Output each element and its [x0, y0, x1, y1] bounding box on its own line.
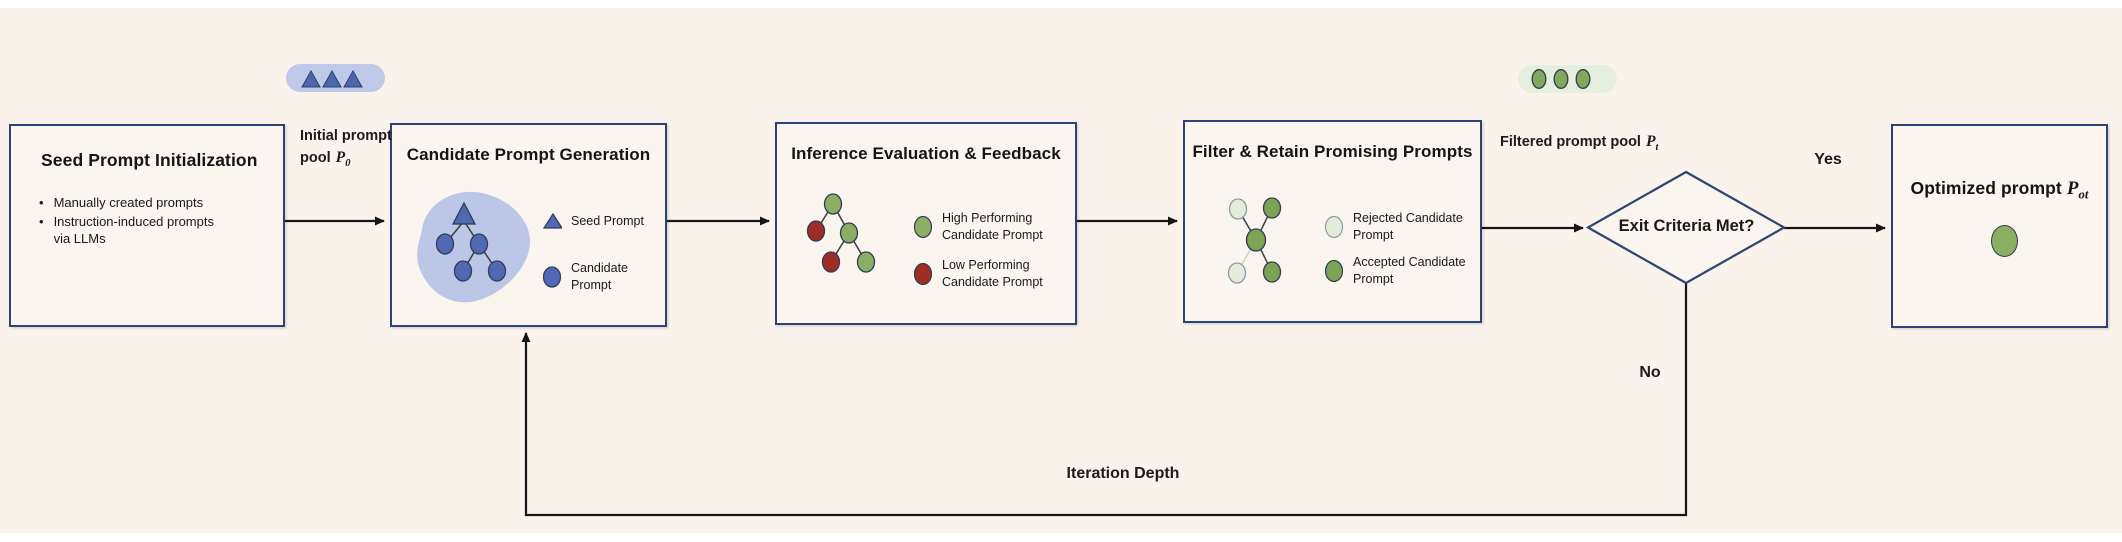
bullet-glyph: •	[39, 195, 44, 210]
legend-label: Seed Prompt	[571, 213, 644, 228]
legend-accepted-candidate: Accepted Candidate Prompt	[1324, 254, 1466, 287]
accepted-node	[1262, 261, 1282, 283]
low-performing-node	[806, 220, 826, 242]
box-title: Candidate Prompt Generation	[406, 145, 651, 164]
filter-retain-promising-prompts-box: Filter & Retain Promising Prompts Reject…	[1183, 120, 1482, 323]
iteration-depth-label: Iteration Depth	[1066, 465, 1180, 482]
bullet-text: Instruction-induced prompts via LLMs	[53, 213, 214, 247]
box-title: Optimized prompt Pot	[1910, 178, 2089, 202]
bullet-glyph: •	[39, 213, 44, 229]
seed-triangle-icon	[542, 212, 562, 229]
seed-prompt-node	[451, 201, 477, 225]
candidate-prompt-generation-box: Candidate Prompt Generation Seed Prompt …	[390, 123, 667, 327]
filtered-prompt-pool-label: Filtered prompt pool Pt	[1500, 133, 1659, 153]
bullet-item: • Manually created prompts	[39, 194, 239, 212]
candidate-node	[453, 260, 473, 282]
legend-label: Candidate Prompt	[571, 261, 628, 292]
exit-criteria-label: Exit Criteria Met?	[1618, 217, 1755, 235]
candidate-circle-icon	[542, 265, 562, 288]
high-performing-node	[856, 251, 876, 273]
accepted-node	[1245, 228, 1267, 252]
candidate-node	[435, 233, 455, 255]
rejected-node	[1228, 198, 1248, 220]
seed-init-bullet-list: • Manually created prompts • Instruction…	[39, 194, 239, 249]
low-performing-node	[821, 251, 841, 273]
rejected-circle-icon	[1324, 215, 1344, 238]
candidate-node	[487, 260, 507, 282]
seed-prompt-initialization-box: Seed Prompt Initialization • Manually cr…	[9, 124, 285, 327]
box-title: Filter & Retain Promising Prompts	[1192, 142, 1473, 161]
bullet-text: Manually created prompts	[53, 195, 204, 210]
exit-criteria-diamond	[1585, 170, 1787, 285]
optimized-prompt-node	[1991, 225, 2018, 257]
script-p-symbol: P	[1645, 133, 1656, 150]
script-p-symbol: P	[2066, 178, 2079, 199]
script-p-symbol: P	[335, 149, 346, 166]
legend-high-performing: High Performing Candidate Prompt	[913, 210, 1043, 243]
bullet-item: • Instruction-induced prompts via LLMs	[39, 213, 239, 248]
filtered-pool-pill	[1518, 65, 1617, 93]
candidate-node	[469, 233, 489, 255]
inference-evaluation-feedback-box: Inference Evaluation & Feedback High Per…	[775, 122, 1077, 325]
evaluation-tree-graphic	[806, 193, 876, 273]
high-performing-circle-icon	[913, 215, 933, 238]
filter-network-graphic	[1227, 197, 1282, 284]
accepted-circle-icon	[1324, 259, 1344, 282]
box-title: Inference Evaluation & Feedback	[791, 144, 1061, 163]
three-triangles-icon	[301, 69, 363, 88]
legend-candidate-prompt: Candidate Prompt	[542, 260, 665, 293]
no-branch-label: No	[1639, 364, 1661, 381]
rejected-node	[1227, 262, 1247, 284]
initial-prompt-pool-label: Initial prompt pool P0	[300, 128, 392, 169]
three-ellipses-icon	[1531, 69, 1591, 89]
legend-label: Low Performing Candidate Prompt	[942, 258, 1043, 289]
high-performing-node	[823, 193, 843, 215]
loop-no-path	[521, 283, 1688, 517]
legend-label: High Performing Candidate Prompt	[942, 211, 1043, 242]
optimized-prompt-box: Optimized prompt Pot	[1891, 124, 2108, 328]
legend-low-performing: Low Performing Candidate Prompt	[913, 257, 1043, 290]
seed-pool-pill	[286, 64, 385, 92]
low-performing-circle-icon	[913, 262, 933, 285]
legend-rejected-candidate: Rejected Candidate Prompt	[1324, 210, 1463, 243]
box-title: Seed Prompt Initialization	[41, 150, 258, 170]
yes-branch-label: Yes	[1814, 151, 1842, 168]
candidate-tree-graphic	[417, 191, 531, 303]
legend-label: Accepted Candidate Prompt	[1353, 255, 1466, 286]
accepted-node	[1262, 197, 1282, 219]
legend-label: Rejected Candidate Prompt	[1353, 211, 1463, 242]
legend-seed-prompt: Seed Prompt	[542, 212, 644, 230]
high-performing-node	[839, 222, 859, 244]
